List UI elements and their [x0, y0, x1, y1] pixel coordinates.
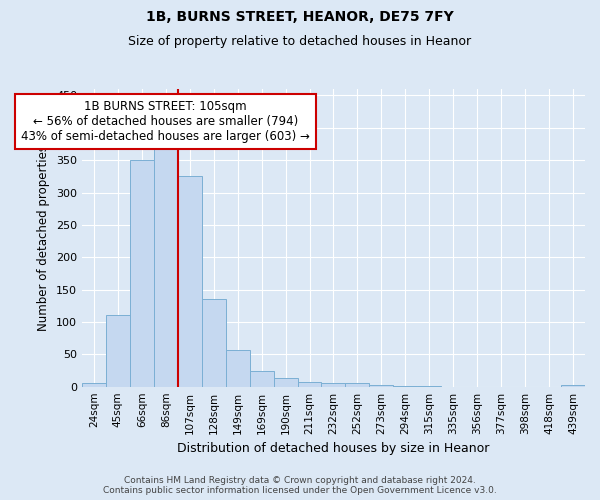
Bar	[322, 384, 346, 386]
Bar	[250, 370, 274, 386]
Bar	[82, 384, 106, 386]
Text: Size of property relative to detached houses in Heanor: Size of property relative to detached ho…	[128, 35, 472, 48]
Bar	[130, 160, 154, 386]
Bar	[106, 316, 130, 386]
Bar	[154, 144, 178, 386]
Bar	[274, 378, 298, 386]
X-axis label: Distribution of detached houses by size in Heanor: Distribution of detached houses by size …	[177, 442, 490, 455]
Bar	[226, 350, 250, 387]
Y-axis label: Number of detached properties: Number of detached properties	[37, 145, 50, 331]
Bar	[178, 176, 202, 386]
Text: 1B BURNS STREET: 105sqm
← 56% of detached houses are smaller (794)
43% of semi-d: 1B BURNS STREET: 105sqm ← 56% of detache…	[22, 100, 310, 143]
Text: Contains HM Land Registry data © Crown copyright and database right 2024.
Contai: Contains HM Land Registry data © Crown c…	[103, 476, 497, 495]
Bar	[561, 384, 585, 386]
Bar	[298, 382, 322, 386]
Bar	[346, 384, 370, 386]
Text: 1B, BURNS STREET, HEANOR, DE75 7FY: 1B, BURNS STREET, HEANOR, DE75 7FY	[146, 10, 454, 24]
Bar	[202, 300, 226, 386]
